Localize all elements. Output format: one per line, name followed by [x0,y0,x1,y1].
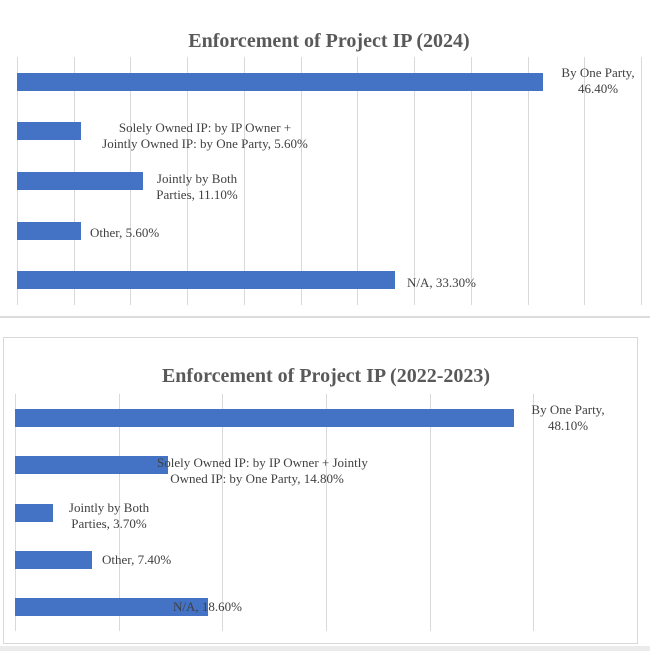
data-label-line: N/A, 33.30% [407,275,476,290]
gridline [326,394,327,631]
chart-title-2024: Enforcement of Project IP (2024) [188,29,470,52]
data-label-line: Parties, 3.70% [71,516,147,531]
data-label-1: Solely Owned IP: by IP Owner + Jointly Ow… [86,120,324,152]
gridline [641,57,642,305]
data-label-2: Jointly by Both Parties, 11.10% [146,171,248,203]
gridline [584,57,586,305]
bar-4 [17,271,395,290]
data-label-line: Other, 5.60% [90,225,160,240]
data-label-line: Jointly Owned IP: by One Party, 5.60% [102,136,308,151]
bar-2 [17,172,143,190]
bar-0 [17,72,544,91]
gridline [637,394,638,631]
data-label-2: Jointly by Both Parties, 3.70% [61,500,157,532]
gridline [429,394,431,631]
chart-panel-2024: Enforcement of Project IP (2024) By One … [0,0,650,318]
bar-3 [15,550,92,569]
data-label-3: Other, 5.60% [90,225,159,241]
data-label-line: 46.40% [577,81,619,96]
bar-3 [17,221,81,240]
data-label-line: By One Party, [561,65,635,80]
plot-area-2022-2023 [15,394,638,631]
data-label-line: Jointly by Both [156,171,238,186]
data-label-line: Parties, 11.10% [156,187,238,202]
bar-1 [15,456,169,475]
gridline [414,57,416,305]
data-label-line: N/A, 18.60% [173,599,242,614]
gridline [222,394,224,631]
bar-4 [15,598,208,617]
gridline [527,57,529,305]
gridline [533,394,535,631]
data-label-line: Solely Owned IP: by IP Owner + [118,120,292,135]
data-label-1: Solely Owned IP: by IP Owner + Jointly Ow… [157,455,368,487]
data-label-line: Other, 7.40% [102,552,172,567]
bar-2 [15,503,54,522]
data-label-0: By One Party, 46.40% [550,65,646,97]
data-label-line: Solely Owned IP: by IP Owner + Jointly [157,455,368,470]
chart-panel-2022-2023: Enforcement of Project IP (2022-2023) By… [3,337,638,644]
data-label-4: N/A, 33.30% [407,275,476,291]
data-label-4: N/A, 18.60% [173,599,242,615]
data-label-0: By One Party, 48.10% [517,402,619,434]
data-label-line: By One Party, [531,402,605,417]
chart-title-2022-2023: Enforcement of Project IP (2022-2023) [161,364,491,387]
data-label-line: Owned IP: by One Party, 14.80% [170,471,344,486]
gridline [187,57,189,305]
plot-area-2024 [17,57,642,305]
data-label-3: Other, 7.40% [102,552,171,568]
data-label-line: Jointly by Both [68,500,150,515]
bar-1 [17,122,81,141]
gridline [118,394,120,631]
data-label-line: 48.10% [547,418,589,433]
gridline [300,57,302,305]
gridline [470,57,472,305]
bar-0 [15,408,514,427]
gridline [243,57,245,305]
gridline [357,57,359,305]
bottom-divider [0,646,650,651]
